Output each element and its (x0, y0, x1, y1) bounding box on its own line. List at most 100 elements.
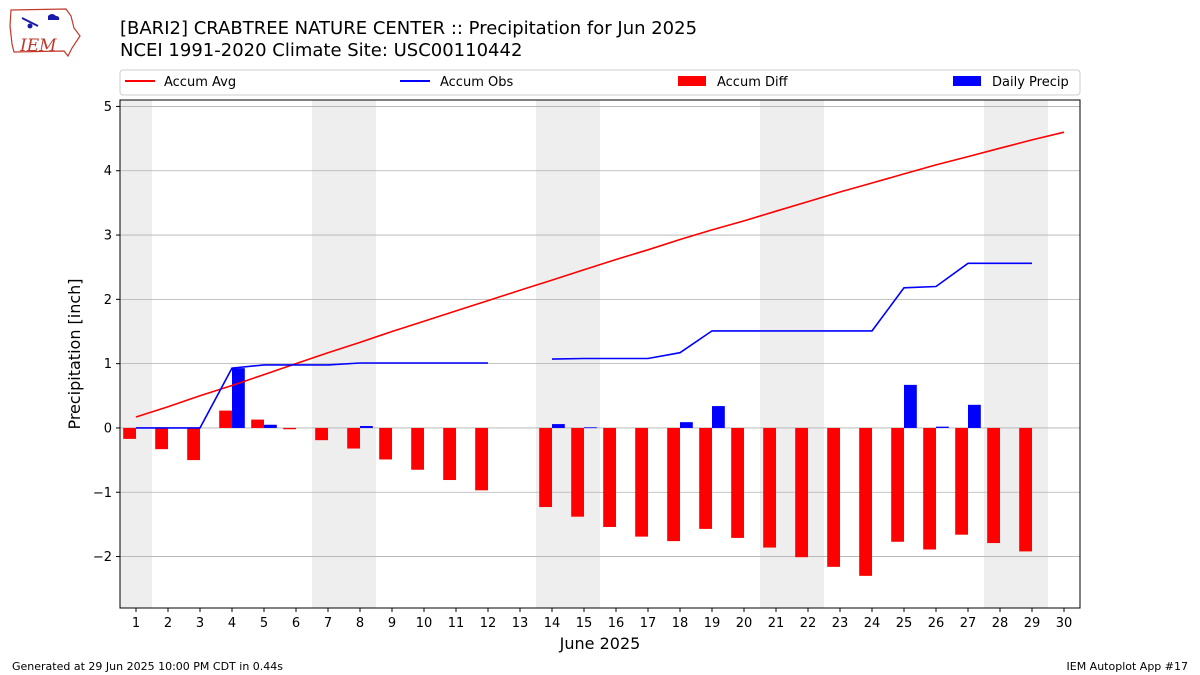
accum-diff-bar (859, 427, 872, 576)
accum-diff-bar (763, 427, 776, 548)
accum-diff-bar (219, 410, 232, 428)
weekend-band (536, 100, 600, 608)
accum-diff-bars (123, 410, 1032, 576)
x-tick-label: 27 (960, 616, 977, 631)
accum-diff-bar (731, 427, 744, 538)
x-tick-label: 25 (896, 616, 913, 631)
accum-diff-bar (283, 427, 296, 430)
accum-diff-bar (667, 427, 680, 542)
accum-diff-bar (411, 427, 424, 470)
iem-logo: IEM (9, 8, 81, 58)
x-tick-label: 5 (260, 616, 268, 631)
generated-timestamp: Generated at 29 Jun 2025 10:00 PM CDT in… (12, 660, 284, 673)
legend-label-accum-diff: Accum Diff (717, 75, 789, 90)
accum-diff-bar (827, 427, 840, 567)
daily-precip-bar (904, 384, 917, 428)
accum-diff-bar (187, 427, 200, 461)
accum-diff-bar (891, 427, 904, 542)
y-tick-label: 5 (104, 100, 112, 115)
weekend-band (312, 100, 376, 608)
accum-diff-bar (955, 427, 968, 535)
daily-precip-bar (264, 424, 277, 428)
x-tick-label: 24 (864, 616, 881, 631)
x-tick-label: 2 (164, 616, 172, 631)
accum-diff-bar (347, 427, 360, 449)
y-tick-label: 2 (104, 293, 112, 308)
y-tick-label: −2 (93, 550, 112, 565)
grid-lines (120, 106, 1080, 557)
legend-frame (119, 69, 1081, 96)
legend-swatch-accum-diff (678, 76, 706, 86)
x-tick-label: 10 (416, 616, 433, 631)
y-tick-label: 0 (104, 421, 112, 436)
x-tick-label: 21 (768, 616, 785, 631)
x-tick-label: 6 (292, 616, 300, 631)
daily-precip-bars (232, 368, 981, 429)
x-tick-label: 13 (512, 616, 529, 631)
accum-diff-bar (123, 427, 136, 439)
legend-label-accum-avg: Accum Avg (164, 75, 236, 90)
y-tick-label: 1 (104, 357, 112, 372)
autoplot-app-id: IEM Autoplot App #17 (1066, 660, 1189, 673)
x-tick-label: 1 (132, 616, 140, 631)
accum-diff-bar (251, 419, 264, 428)
legend-label-daily-precip: Daily Precip (992, 75, 1069, 90)
x-tick-label: 16 (608, 616, 625, 631)
accum-diff-bar (603, 427, 616, 527)
x-tick-label: 18 (672, 616, 689, 631)
accum-obs-line (551, 262, 1032, 360)
accum-diff-bar (315, 427, 328, 441)
y-axis-label: Precipitation [inch] (65, 278, 84, 429)
accum-diff-bar (379, 427, 392, 460)
logo-text: IEM (19, 36, 57, 56)
weekend-bands (120, 100, 1048, 608)
x-tick-label: 26 (928, 616, 945, 631)
legend-label-accum-obs: Accum Obs (440, 75, 513, 90)
x-tick-label: 30 (1056, 616, 1073, 631)
daily-precip-bar (968, 404, 981, 428)
daily-precip-bar (936, 426, 949, 428)
x-tick-label: 20 (736, 616, 753, 631)
accum-diff-bar (539, 427, 552, 508)
daily-precip-bar (232, 368, 245, 428)
daily-precip-bar (552, 424, 565, 428)
windvane-icon (21, 17, 39, 27)
x-tick-label: 9 (388, 616, 396, 631)
accum-diff-bar (1019, 427, 1032, 552)
x-tick-label: 19 (704, 616, 721, 631)
accum-diff-bar (923, 427, 936, 550)
x-tick-label: 23 (832, 616, 849, 631)
accum-diff-bar (987, 427, 1000, 544)
accum-obs-line (136, 362, 488, 429)
y-tick-label: 4 (104, 164, 112, 179)
daily-precip-bar (360, 426, 373, 428)
x-tick-label: 11 (448, 616, 465, 631)
daily-precip-bar (712, 406, 725, 428)
accum-diff-bar (475, 427, 488, 491)
legend: Accum Avg Accum Obs Accum Diff Daily Pre… (119, 69, 1081, 96)
x-axis-label: June 2025 (559, 634, 641, 653)
x-tick-label: 12 (480, 616, 497, 631)
x-tick-label: 4 (228, 616, 236, 631)
accum-diff-bar (155, 427, 168, 450)
x-tick-label: 14 (544, 616, 561, 631)
x-tick-label: 3 (196, 616, 204, 631)
x-tick-label: 7 (324, 616, 332, 631)
cloud-icon (48, 14, 60, 20)
weekend-band (120, 100, 152, 608)
accum-diff-bar (699, 427, 712, 529)
x-axis-ticks: 1 2 3 4 5 6 7 8 9 10 11 12 13 14 15 16 17 18 19 20 21 22 23 24 2… (132, 608, 1072, 631)
accum-lines (135, 131, 1065, 429)
chart-subtitle: NCEI 1991-2020 Climate Site: USC00110442 (120, 40, 523, 61)
x-tick-label: 28 (992, 616, 1009, 631)
x-tick-label: 17 (640, 616, 657, 631)
x-tick-label: 22 (800, 616, 817, 631)
x-tick-label: 29 (1024, 616, 1041, 631)
chart-title: [BARI2] CRABTREE NATURE CENTER :: Precip… (120, 18, 698, 39)
x-tick-label: 8 (356, 616, 364, 631)
sensor-dot-icon (27, 23, 33, 29)
daily-precip-bar (680, 422, 693, 428)
accum-diff-bar (443, 427, 456, 481)
legend-swatch-daily-precip (953, 76, 981, 86)
